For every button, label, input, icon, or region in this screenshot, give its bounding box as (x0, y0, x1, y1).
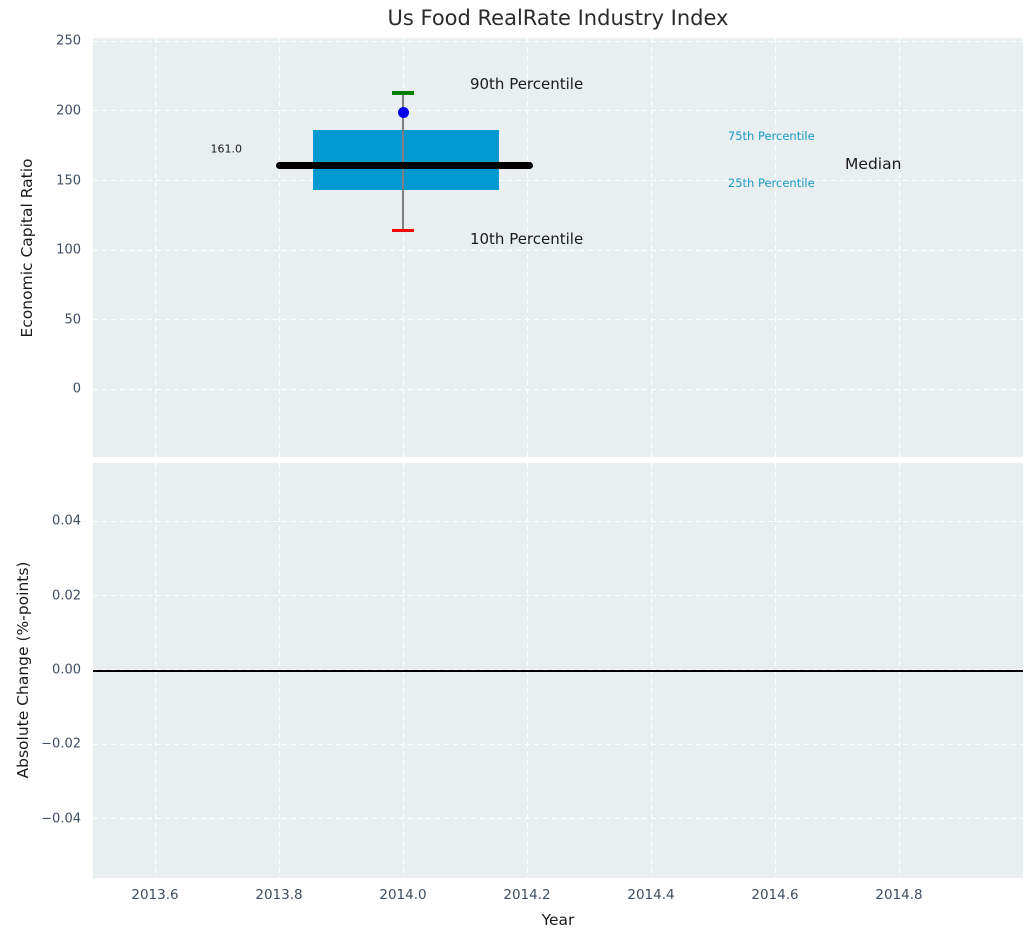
y-gridline (93, 319, 1023, 321)
axes-top: 90th Percentile 10th Percentile 75th Perce… (93, 38, 1023, 457)
y-gridline (93, 595, 1023, 597)
x-gridline (402, 38, 404, 457)
box-cap-90th (391, 91, 415, 95)
x-gridline (278, 38, 280, 457)
annotation-25th-percentile: 25th Percentile (727, 176, 815, 191)
x-gridline (650, 38, 652, 457)
x-tick-label: 2014.2 (503, 887, 551, 903)
x-axis-label: Year (541, 911, 575, 929)
box-median-line (275, 161, 534, 169)
y-gridline (93, 388, 1023, 390)
y-tick-label: −0.04 (41, 811, 81, 827)
annotation-161-0: 161.0 (210, 142, 243, 156)
annotation-median: Median (845, 154, 902, 173)
x-tick-label: 2013.6 (131, 887, 179, 903)
box-iqr (313, 130, 500, 191)
chart-title: Us Food RealRate Industry Index (387, 6, 729, 30)
x-tick-label: 2013.8 (255, 887, 303, 903)
y-gridline (93, 669, 1023, 671)
y-gridline (93, 249, 1023, 251)
y-tick-label: 0.00 (52, 662, 81, 678)
y-tick-label: −0.02 (41, 736, 81, 752)
y-tick-label: 50 (64, 312, 81, 328)
x-gridline (526, 38, 528, 457)
x-tick-label: 2014.4 (627, 887, 675, 903)
x-gridline (774, 38, 776, 457)
box-cap-10th (391, 228, 415, 233)
x-tick-label: 2014.8 (875, 887, 923, 903)
y-tick-label: 0.02 (52, 588, 81, 604)
x-gridline (154, 38, 156, 457)
y-tick-label: 0 (72, 381, 81, 397)
y-gridline (93, 743, 1023, 745)
x-gridline (898, 38, 900, 457)
x-tick-label: 2014.6 (751, 887, 799, 903)
y-gridline (93, 110, 1023, 112)
x-tick-label: 2014.0 (379, 887, 427, 903)
y-tick-label: 100 (56, 242, 81, 258)
zero-line (93, 670, 1023, 673)
y-tick-label: 0.04 (52, 513, 81, 529)
y-tick-label: 200 (56, 103, 81, 119)
annotation-75th-percentile: 75th Percentile (727, 128, 815, 143)
y-tick-label: 150 (56, 173, 81, 189)
y-gridline (93, 818, 1023, 820)
y-gridline (93, 520, 1023, 522)
y-gridline (93, 40, 1023, 42)
annotation-10th-percentile: 10th Percentile (469, 230, 584, 248)
axes-bottom (93, 463, 1023, 878)
annotation-90th-percentile: 90th Percentile (469, 75, 584, 94)
y-tick-label: 250 (56, 33, 81, 49)
y-gridline (93, 180, 1023, 182)
series-marker-ingredion-inc (397, 106, 409, 118)
